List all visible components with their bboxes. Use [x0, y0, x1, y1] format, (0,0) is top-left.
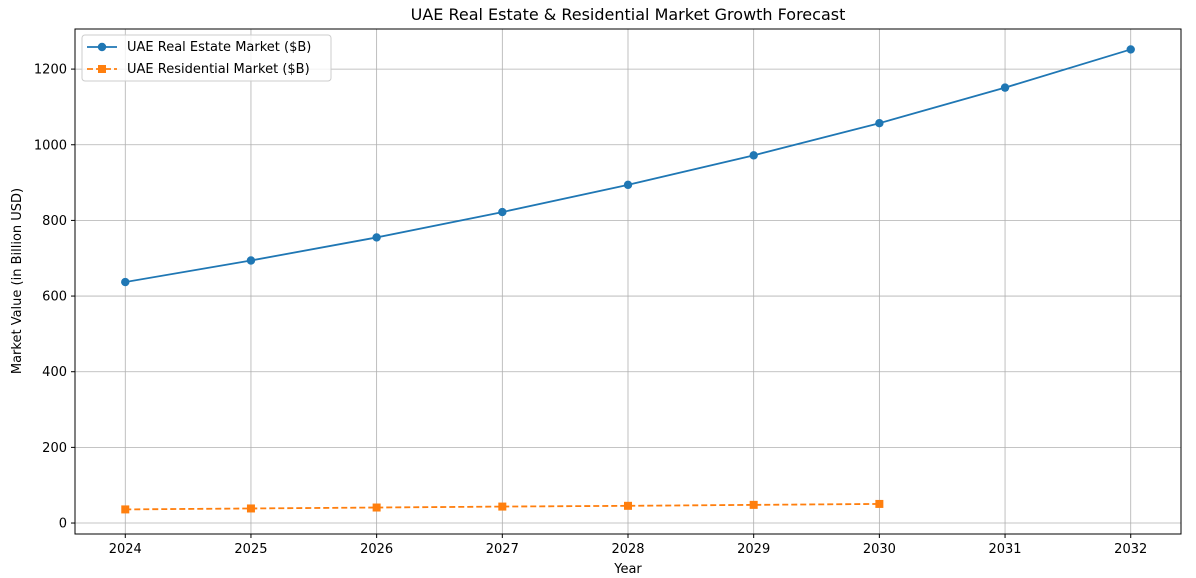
legend-marker-square	[98, 65, 106, 73]
legend-entry-real-estate: UAE Real Estate Market ($B)	[87, 40, 311, 55]
y-tick-label: 600	[42, 290, 67, 305]
x-axis-label: Year	[613, 562, 642, 577]
legend-label-residential: UAE Residential Market ($B)	[127, 62, 310, 77]
chart-title: UAE Real Estate & Residential Market Gro…	[411, 5, 846, 24]
legend-entry-residential: UAE Residential Market ($B)	[87, 62, 310, 77]
data-point-residential	[875, 499, 884, 508]
legend-box	[81, 34, 332, 82]
legend: UAE Real Estate Market ($B) UAE Resident…	[81, 34, 332, 82]
data-point-residential	[121, 505, 130, 514]
data-point-real-estate	[372, 233, 381, 242]
y-axis-label: Market Value (in Billion USD)	[10, 188, 25, 374]
data-point-real-estate	[1000, 83, 1010, 92]
data-point-real-estate	[121, 277, 130, 287]
x-tick-label: 2032	[1114, 542, 1147, 557]
x-tick-label: 2026	[360, 542, 393, 557]
data-point-real-estate	[623, 180, 633, 190]
data-point-residential	[246, 504, 255, 513]
data-point-residential	[749, 500, 758, 509]
data-point-real-estate	[246, 256, 256, 265]
data-point-real-estate	[498, 207, 507, 217]
x-tick-label: 2024	[109, 542, 142, 557]
grid-layer	[75, 29, 1181, 534]
y-tick-label: 1000	[34, 138, 67, 153]
data-point-residential	[372, 503, 381, 512]
y-tick-label: 0	[59, 517, 67, 532]
legend-label-real-estate: UAE Real Estate Market ($B)	[127, 40, 311, 55]
x-tick-label: 2029	[737, 542, 770, 557]
y-tick-label: 400	[42, 365, 67, 380]
x-tick-label: 2030	[863, 542, 896, 557]
y-tick-label: 1200	[34, 63, 67, 78]
y-tick-label: 200	[42, 441, 67, 456]
data-point-residential	[498, 502, 507, 511]
tick-layer: 2024 2025 2026 2027 2028 2029 2030 2031 2032 0 200…	[34, 63, 1147, 557]
data-point-real-estate	[1126, 45, 1135, 54]
x-tick-label: 2027	[486, 542, 519, 557]
x-tick-label: 2025	[234, 542, 267, 557]
series-layer	[121, 45, 1135, 514]
data-point-real-estate	[875, 118, 884, 128]
y-tick-label: 800	[42, 214, 67, 229]
legend-marker-circle	[97, 42, 107, 52]
data-point-residential	[624, 501, 632, 510]
x-tick-label: 2028	[611, 542, 644, 557]
data-point-real-estate	[749, 151, 758, 160]
x-tick-label: 2031	[988, 542, 1021, 557]
